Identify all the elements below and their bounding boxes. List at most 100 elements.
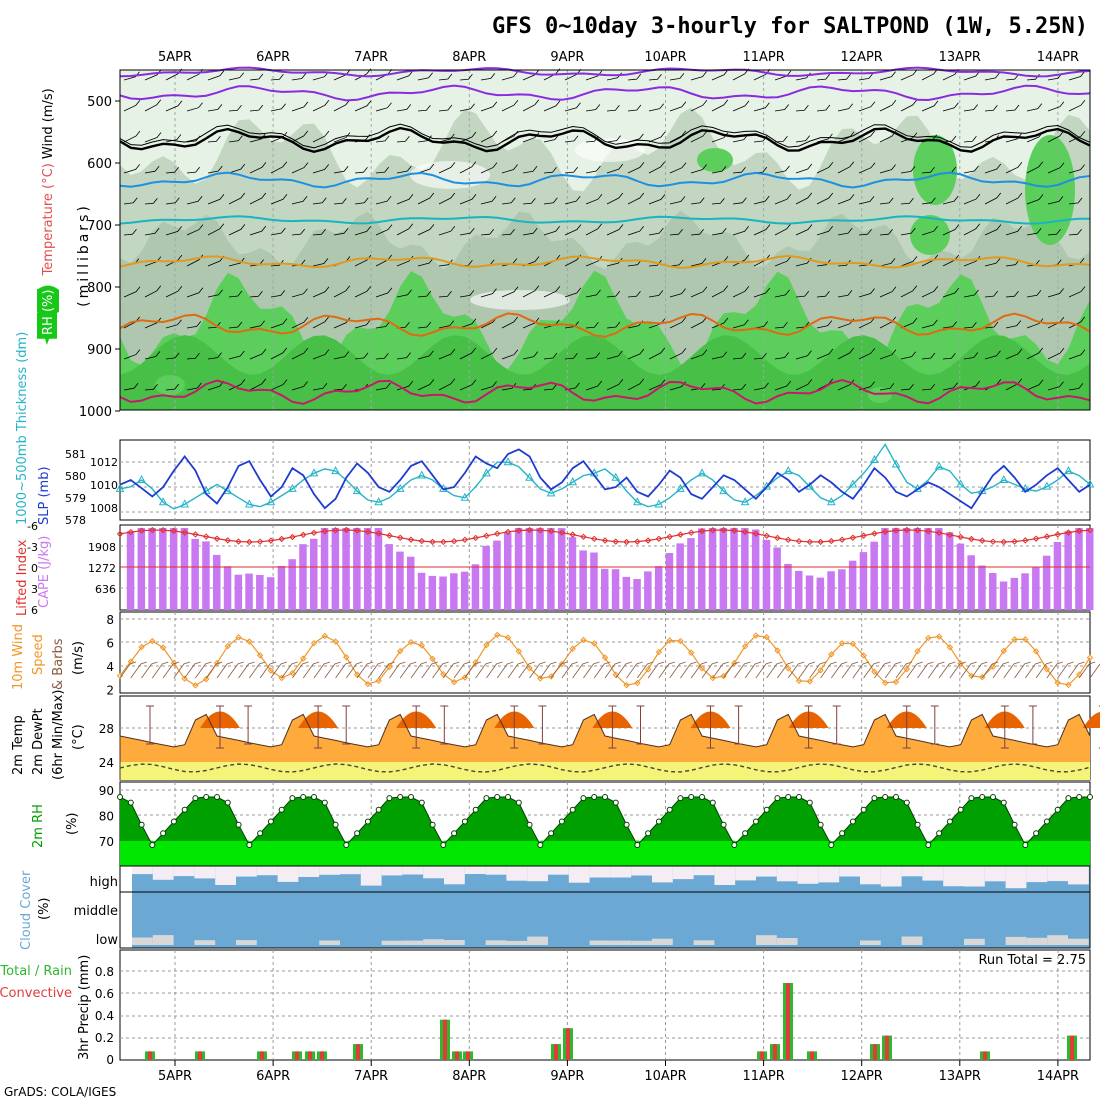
precip-conv-bar [198, 1051, 202, 1060]
wind10-barb [938, 661, 956, 679]
wind-barb [543, 166, 557, 174]
wind-barb [732, 352, 747, 360]
cape-bar [374, 528, 383, 610]
rh2m-point [936, 830, 943, 837]
rh2m-point [332, 821, 339, 828]
wind-barb [585, 322, 599, 329]
precip-conv-bar [295, 1051, 299, 1060]
wind-barb [459, 74, 473, 81]
wind-barb [1005, 226, 1023, 236]
wind-barb [1005, 290, 1019, 298]
rh2m-point [526, 821, 533, 828]
wind10-tick-label: 2 [106, 684, 114, 698]
cloud-clear-high [402, 866, 424, 875]
cape-bar [1086, 528, 1094, 610]
wind10-barb [981, 661, 999, 679]
wind-barb [900, 285, 918, 298]
rh2m-point [634, 842, 641, 848]
rh2m-point [149, 842, 156, 848]
wind-barb [837, 73, 851, 81]
wind-barb [858, 101, 876, 112]
rh2m-point [192, 795, 199, 802]
wind-barb [1047, 130, 1065, 143]
wind-barb [165, 319, 182, 329]
wind-barb [501, 286, 519, 298]
wind10-barb [906, 661, 923, 679]
rh2m-point [375, 806, 382, 813]
wind-barb [585, 70, 603, 81]
wind-barb [753, 353, 767, 360]
lifted-index-label: Lifted Index [15, 539, 30, 616]
wind-barb [984, 105, 998, 112]
wind10-barb [464, 661, 482, 679]
wind10-barb [787, 661, 805, 679]
thickness-point [956, 479, 966, 488]
wind-barb [333, 383, 347, 391]
cloud-clear-high [589, 866, 611, 878]
thickness-tick-label: 579 [65, 492, 86, 505]
wind-barb [837, 260, 851, 267]
wind-barb [711, 99, 729, 112]
thickness-point [934, 461, 944, 470]
wind-barb [879, 286, 897, 298]
precip-conv-bar [455, 1051, 459, 1060]
wind-barb [690, 316, 708, 329]
thickness-tick-label: 578 [65, 514, 86, 527]
cape-bar [310, 538, 318, 610]
cloud-clear-high [423, 866, 444, 879]
thickness-point [460, 492, 470, 501]
wind-barb [459, 103, 475, 112]
wind-barb [522, 227, 538, 236]
wind-barb [186, 353, 200, 360]
contour-5 [119, 171, 1091, 189]
wind10-barb [669, 661, 686, 679]
wind-barb [963, 255, 981, 267]
thickness-point [331, 466, 340, 475]
rh2m-point [569, 806, 576, 813]
wind10-barb [238, 661, 255, 679]
wind-barb [879, 228, 893, 236]
wind-barb [1026, 318, 1044, 329]
rh2m-point [440, 842, 447, 848]
pressure-tick-label: 500 [87, 95, 112, 110]
thickness-point [244, 499, 254, 508]
wind-barb [186, 196, 203, 205]
wind10-barb [367, 661, 385, 679]
cape-bar [137, 528, 146, 610]
wind-barb [795, 224, 813, 236]
wind-barb [1068, 349, 1086, 360]
wind-barb [480, 73, 496, 81]
wind-barb [648, 131, 666, 143]
temp2m-errorbar [902, 705, 911, 749]
wind-barb [522, 285, 540, 298]
wind-barb [1047, 101, 1065, 112]
wind10-barb [529, 661, 546, 679]
wind-barb [879, 71, 896, 81]
rh2m-point [203, 794, 210, 800]
date-label-bottom: 10APR [644, 1069, 686, 1084]
wind10-barb [410, 661, 428, 679]
wind-barb [837, 379, 855, 391]
wind10-barb [162, 661, 180, 679]
cape-bar [547, 528, 555, 610]
rh2m-point [429, 821, 436, 828]
wind-barb [123, 382, 139, 391]
precip-panel-frame [119, 949, 1091, 1061]
cape-bar [805, 575, 814, 610]
cape-bar [256, 575, 264, 610]
cloud-clear-high [1068, 866, 1089, 885]
rh2m-point [170, 818, 177, 825]
wind-barb [354, 197, 369, 205]
wind-barb [669, 101, 687, 112]
wind-barb [228, 105, 242, 112]
rh2m-point [289, 795, 296, 802]
pressure-tick-label: 600 [87, 157, 112, 172]
rh2m-point [246, 842, 253, 848]
wind10-barb [346, 661, 363, 679]
cloud-level-label: high [90, 875, 118, 890]
wind-barb [270, 227, 286, 236]
wind-barb [753, 321, 769, 329]
wind-barb [900, 132, 918, 143]
wind-barb [627, 192, 645, 205]
wind-barb [564, 224, 582, 236]
